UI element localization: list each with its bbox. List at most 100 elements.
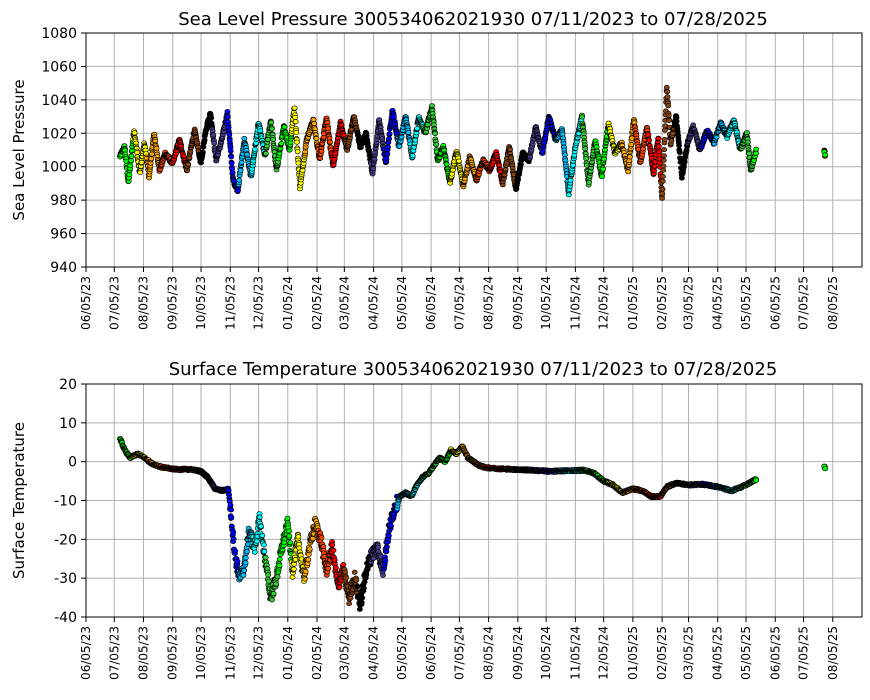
- data-point: [570, 162, 576, 168]
- data-point: [292, 119, 299, 125]
- data-point: [292, 115, 298, 121]
- x-tick-label: 09/05/24: [511, 276, 525, 330]
- data-point: [276, 556, 283, 562]
- y-tick-label: 1080: [41, 26, 77, 42]
- data-point: [640, 146, 647, 152]
- data-point: [134, 150, 141, 156]
- data-point: [295, 160, 302, 166]
- y-tick-label: 980: [50, 193, 77, 209]
- y-tick-label: 1040: [41, 93, 77, 109]
- data-point: [336, 584, 343, 590]
- data-point: [252, 146, 258, 152]
- data-point: [228, 154, 235, 160]
- data-point: [265, 572, 272, 578]
- data-point: [258, 523, 264, 529]
- data-point: [251, 549, 258, 555]
- data-point: [646, 137, 652, 143]
- data-point: [306, 546, 313, 552]
- data-point: [128, 158, 134, 164]
- data-point: [262, 151, 269, 157]
- x-tick-label: 12/05/24: [597, 276, 611, 330]
- data-point: [660, 167, 667, 173]
- plot-frame: [85, 32, 863, 268]
- data-point: [565, 192, 572, 198]
- data-point: [433, 142, 440, 148]
- data-point: [313, 136, 320, 142]
- data-point: [137, 169, 144, 175]
- data-point: [287, 540, 294, 546]
- data-point: [388, 523, 394, 529]
- data-point: [242, 555, 249, 561]
- data-point: [199, 149, 206, 155]
- y-tick-label: 940: [50, 260, 77, 276]
- data-point: [666, 118, 673, 124]
- data-point: [329, 542, 336, 548]
- data-point: [208, 115, 215, 121]
- data-point: [126, 172, 133, 178]
- data-point: [290, 566, 297, 572]
- data-point: [289, 574, 296, 580]
- data-point: [673, 118, 680, 124]
- data-point: [679, 175, 685, 181]
- data-point: [148, 151, 155, 157]
- data-point: [660, 174, 666, 180]
- data-point: [330, 547, 337, 553]
- data-point: [515, 176, 521, 182]
- x-tick-label: 11/05/24: [568, 276, 582, 330]
- data-point: [455, 158, 462, 164]
- x-tick-label: 07/05/25: [797, 276, 811, 330]
- data-point: [409, 153, 416, 159]
- data-point: [651, 163, 658, 169]
- data-point: [507, 146, 513, 152]
- data-point: [660, 157, 667, 163]
- data-point: [296, 545, 303, 551]
- data-point: [360, 585, 367, 591]
- data-point: [224, 114, 231, 120]
- data-point: [210, 132, 217, 138]
- data-point: [375, 544, 381, 550]
- data-point: [665, 103, 672, 109]
- y-tick-label: 1000: [41, 160, 77, 176]
- data-point: [302, 569, 309, 575]
- data-point: [228, 507, 235, 513]
- data-point: [600, 166, 606, 172]
- data-point: [753, 146, 760, 152]
- data-point: [346, 601, 352, 607]
- data-point: [676, 143, 682, 149]
- data-point: [628, 142, 635, 148]
- x-tick-label: 11/05/23: [223, 276, 237, 330]
- data-point: [414, 126, 421, 132]
- data-point: [405, 129, 412, 135]
- data-point: [230, 536, 237, 542]
- data-point: [659, 195, 665, 201]
- data-point: [601, 156, 607, 162]
- data-point: [354, 583, 361, 589]
- data-point: [625, 169, 632, 175]
- data-point: [370, 166, 377, 172]
- x-tick-label: 05/05/24: [395, 276, 409, 330]
- data-point: [340, 562, 347, 568]
- data-point: [664, 94, 671, 100]
- data-point: [131, 130, 138, 136]
- data-point: [242, 560, 249, 566]
- x-tick-label: 10/05/23: [194, 276, 208, 330]
- data-point: [583, 156, 590, 162]
- data-point: [659, 191, 666, 197]
- data-point: [128, 153, 135, 159]
- data-point: [385, 533, 392, 539]
- x-tick-label: 02/05/25: [655, 276, 669, 330]
- data-point: [227, 502, 234, 508]
- data-point: [593, 144, 600, 150]
- data-point: [259, 532, 266, 538]
- data-point: [305, 557, 312, 563]
- x-tick-label: 08/05/23: [137, 276, 151, 330]
- y-tick-label: 1060: [41, 59, 77, 75]
- data-point: [318, 535, 325, 541]
- data-point: [301, 576, 308, 582]
- data-point: [383, 549, 390, 555]
- x-tick-label: 07/05/23: [107, 276, 121, 330]
- x-tick-label: 08/05/24: [482, 276, 496, 330]
- data-point: [273, 581, 280, 587]
- x-tick-label: 04/05/24: [367, 276, 381, 330]
- data-point: [432, 131, 438, 137]
